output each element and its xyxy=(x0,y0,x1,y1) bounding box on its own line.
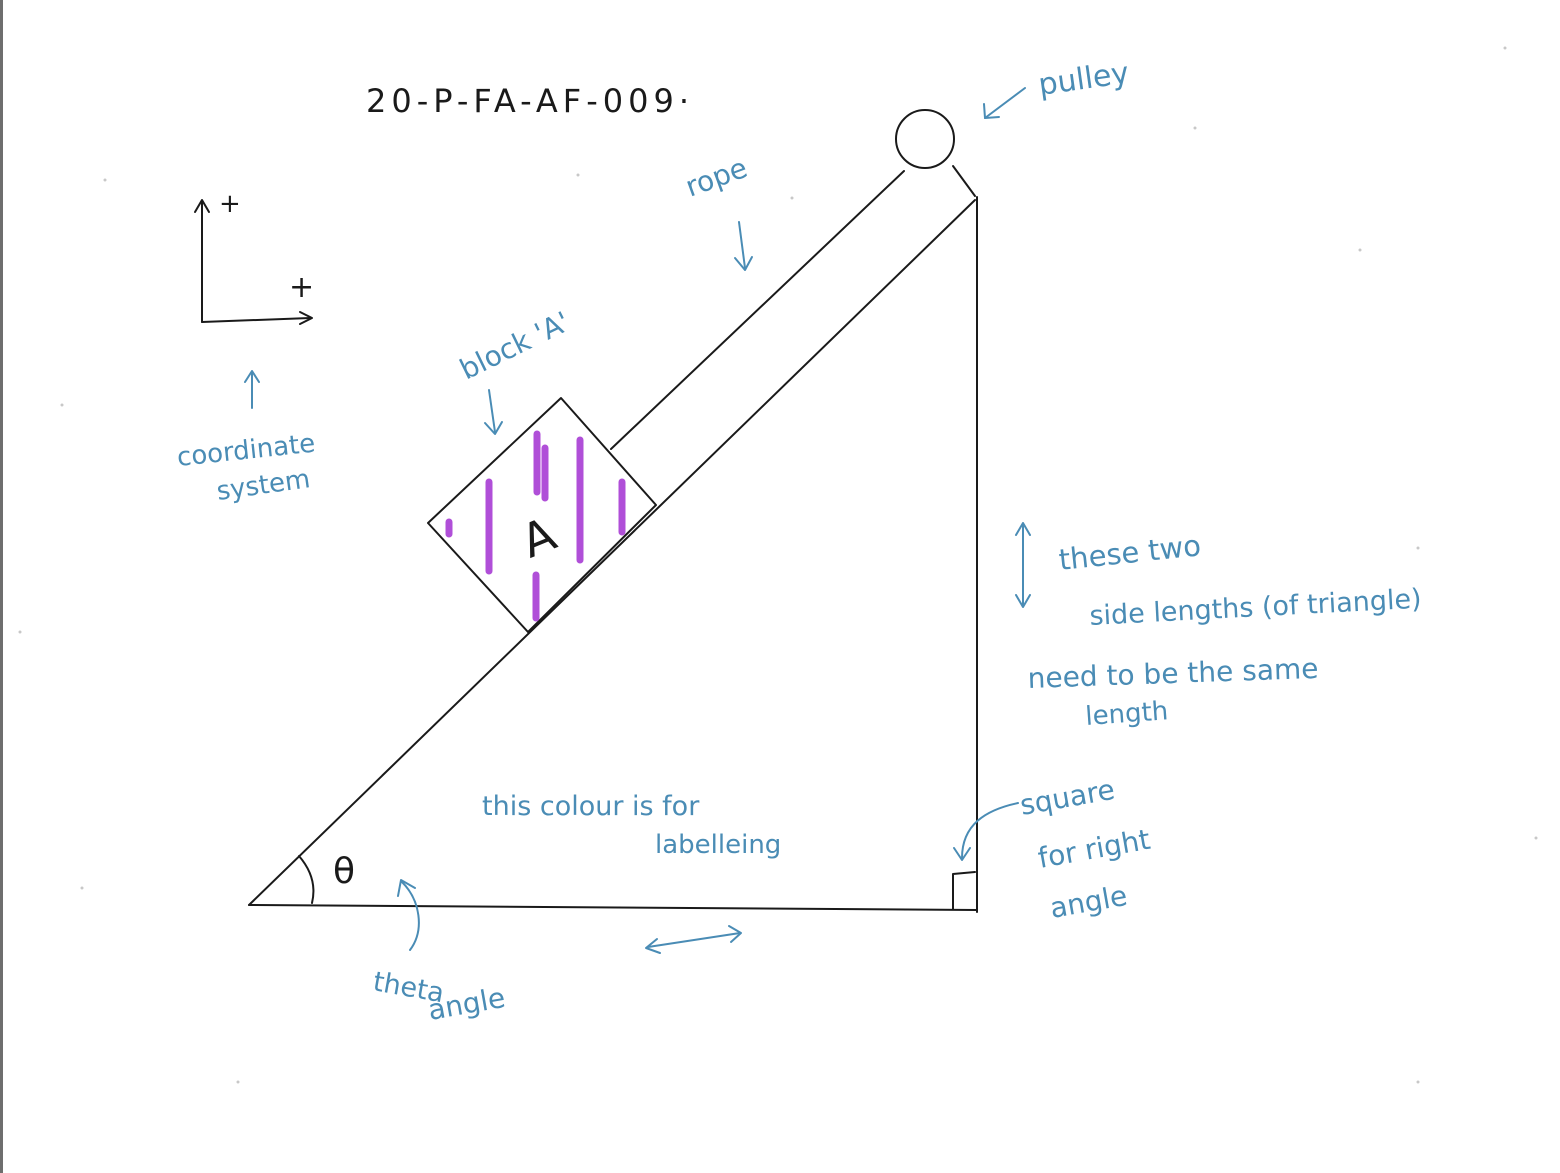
coordinate-label-line2: system xyxy=(215,464,312,507)
sides-arrow-top-head xyxy=(1015,522,1031,536)
rope-arrow-head xyxy=(734,256,753,271)
block-label: block 'A' xyxy=(455,305,575,386)
colour-label-line1: this colour is for xyxy=(482,791,700,822)
block-a-label: A xyxy=(514,506,564,568)
rope-label: rope xyxy=(681,151,752,204)
square-label-line3: angle xyxy=(1047,879,1129,925)
sides-label-line3: need to be the same xyxy=(1027,652,1319,695)
square-arrow-head xyxy=(953,847,971,861)
coordinate-x-axis xyxy=(201,317,311,323)
sides-arrow-bottom-head xyxy=(1015,594,1031,608)
block-a-hatching xyxy=(445,430,626,622)
sides-label-line4: length xyxy=(1084,696,1169,732)
coordinate-x-plus: + xyxy=(289,270,314,305)
right-angle-square xyxy=(952,871,976,910)
paper-specks xyxy=(18,46,1538,1084)
colour-label-line2: labelleing xyxy=(655,830,781,860)
square-arrow xyxy=(961,802,1019,859)
problem-code: 20-P-FA-AF-009· xyxy=(366,82,694,120)
pulley-to-incline-line xyxy=(952,165,976,197)
sides-label-line2: side lengths (of triangle) xyxy=(1089,584,1423,632)
pulley-label: pulley xyxy=(1036,56,1131,103)
theta-arrow-head xyxy=(397,879,416,897)
theta-arrow xyxy=(401,881,420,951)
sides-label-line1: these two xyxy=(1057,528,1202,577)
theta-arc xyxy=(298,855,315,904)
pulley-arrow xyxy=(984,87,1026,119)
rope-arrow xyxy=(738,221,746,269)
pulley-arrow-head xyxy=(983,103,1000,119)
base-double-arrow xyxy=(647,932,741,948)
incline-hypotenuse xyxy=(248,199,976,906)
coordinate-y-arrowhead xyxy=(194,199,210,213)
coordinate-arrow-head xyxy=(244,370,260,383)
block-arrow-head xyxy=(484,421,503,435)
square-label-line2: for right xyxy=(1035,823,1152,875)
page-left-border xyxy=(0,0,3,1173)
block-arrow xyxy=(488,389,496,433)
rope-line xyxy=(610,170,905,450)
pulley-circle xyxy=(895,109,955,169)
incline-base xyxy=(248,904,978,911)
block-a-outline xyxy=(427,397,657,633)
base-arrow-right-head xyxy=(728,925,742,943)
square-label-line1: square xyxy=(1017,773,1117,822)
base-arrow-left-head xyxy=(645,938,661,954)
coordinate-y-plus: + xyxy=(219,189,241,219)
coordinate-x-arrowhead xyxy=(299,311,313,325)
theta-symbol: θ xyxy=(333,851,355,892)
